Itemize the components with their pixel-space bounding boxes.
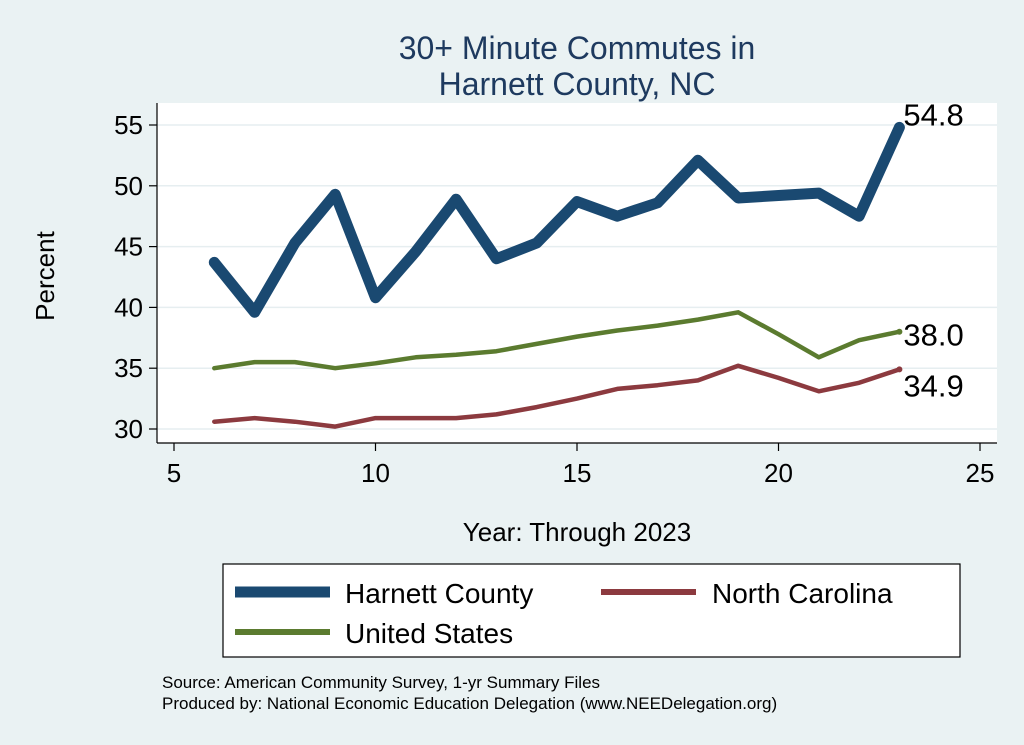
- legend: Harnett County North Carolina United Sta…: [222, 563, 961, 658]
- series-lines: 54.8 34.9 38.0: [208, 97, 964, 429]
- gridlines: [157, 124, 997, 430]
- series-line-north-carolina: [212, 363, 902, 429]
- source-note: Source: American Community Survey, 1-yr …: [162, 673, 600, 692]
- legend-label-north-carolina: North Carolina: [712, 578, 893, 609]
- y-tick-label: 45: [114, 232, 143, 262]
- y-tick-label: 50: [114, 171, 143, 201]
- y-tick-label: 55: [114, 110, 143, 140]
- legend-label-harnett-county: Harnett County: [345, 578, 533, 609]
- chart-title-line-2: Harnett County, NC: [439, 66, 716, 102]
- plot-area: [157, 103, 997, 443]
- y-axis-label: Percent: [30, 230, 60, 320]
- y-tick-label: 35: [114, 353, 143, 383]
- producer-note: Produced by: National Economic Education…: [162, 694, 777, 713]
- series-end-point: [896, 366, 903, 373]
- end-value-label: 38.0: [903, 318, 963, 353]
- series-end-point: [896, 328, 903, 335]
- legend-box: [222, 563, 961, 658]
- x-tick-label: 10: [361, 458, 390, 488]
- legend-label-united-states: United States: [345, 618, 513, 649]
- end-value-label: 34.9: [903, 368, 963, 403]
- x-tick-label: 5: [167, 458, 181, 488]
- end-value-label: 54.8: [903, 97, 963, 132]
- chart-title-line-1: 30+ Minute Commutes in: [399, 30, 756, 66]
- series-line-harnett-county: [208, 121, 905, 318]
- y-tick-label: 40: [114, 292, 143, 322]
- x-tick-label: 20: [764, 458, 793, 488]
- y-tick-label: 30: [114, 414, 143, 444]
- x-tick-label: 25: [966, 458, 995, 488]
- series-line-united-states: [212, 310, 902, 371]
- x-axis-label: Year: Through 2023: [463, 517, 691, 547]
- series-end-point: [896, 124, 903, 131]
- x-tick-label: 15: [563, 458, 592, 488]
